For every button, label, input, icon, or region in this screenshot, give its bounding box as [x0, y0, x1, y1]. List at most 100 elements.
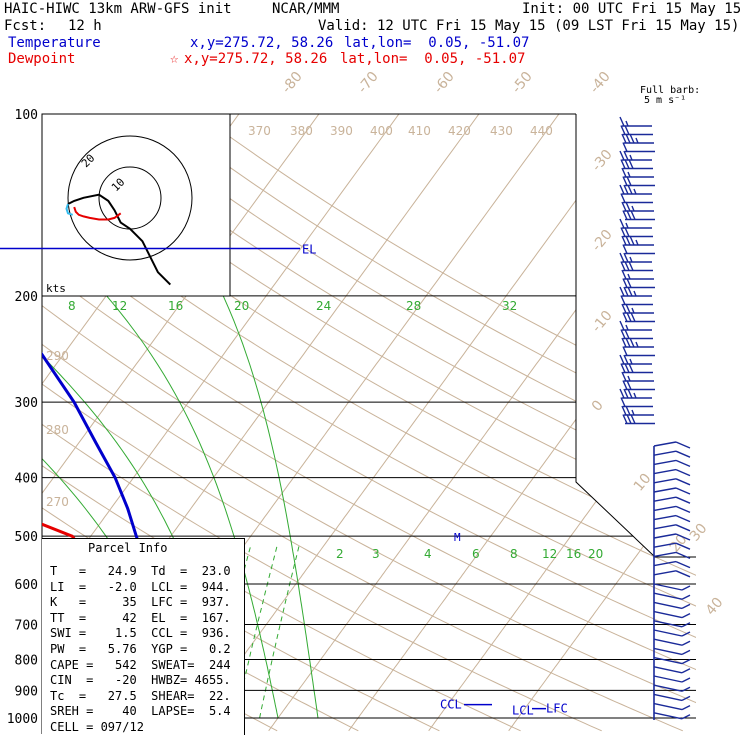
wind-barb: [621, 303, 654, 314]
pressure-tick-label: 400: [15, 472, 38, 487]
pressure-tick-label: 300: [15, 396, 38, 411]
model-title: HAIC-HIWC 13km ARW-GFS init: [4, 1, 232, 17]
barb-flag: [626, 312, 632, 322]
wind-barb: [653, 620, 691, 628]
fcst-hour: 12 h: [68, 18, 102, 34]
hodograph-box: [41, 113, 231, 297]
barb-staff: [653, 487, 677, 493]
dry-adiabat-label: 380: [290, 124, 313, 138]
barb-flag: [681, 695, 691, 702]
dewpoint-legend: Dewpoint: [8, 51, 76, 67]
barb-flag: [625, 303, 631, 314]
parcel-info-row: CIN = -20 HWBZ= 4655.: [50, 673, 231, 688]
barb-flag: [681, 631, 691, 637]
wind-barbs: [619, 116, 691, 720]
barb-flag: [681, 603, 691, 610]
dry-adiabat-line: [198, 114, 696, 732]
barb-flag: [622, 414, 628, 424]
wind-barb: [622, 244, 655, 255]
mixing-ratio-label: 2: [336, 547, 344, 561]
barb-staff: [653, 592, 683, 600]
barb-flag: [623, 252, 629, 263]
barb-flag: [620, 363, 626, 373]
barb-half: [625, 222, 629, 229]
barb-key-value: 5 m s⁻¹: [644, 95, 687, 106]
barb-flag: [630, 210, 636, 220]
barb-staff: [653, 601, 683, 610]
mixing-ratio-label: 6: [472, 547, 480, 561]
barb-flag: [628, 261, 634, 271]
parcel-info-row: SREH = 40 LAPSE= 5.4: [50, 704, 231, 719]
wind-barb: [653, 712, 691, 720]
barb-flag: [619, 116, 625, 127]
wind-barb: [653, 505, 691, 514]
isotherm-label: 30: [687, 521, 711, 545]
barb-flag: [620, 125, 626, 135]
mixing-ratio-label: 28: [406, 299, 421, 313]
dry-adiabat-label: 410: [408, 124, 431, 138]
barb-staff: [653, 693, 683, 702]
wind-barb: [653, 702, 691, 711]
barb-flag: [620, 159, 626, 169]
wind-barb: [621, 201, 654, 212]
barb-flag: [675, 441, 691, 449]
barb-flag: [624, 227, 630, 237]
dry-adiabat-line: [156, 114, 696, 732]
barb-flag: [629, 337, 635, 348]
isotherm-line: [428, 114, 696, 732]
parcel-info-row: CELL = 097/12: [50, 720, 144, 734]
barb-half: [627, 375, 631, 382]
barb-flag: [621, 405, 627, 416]
mixing-ratio-label: 12: [542, 547, 557, 561]
barb-staff: [653, 560, 677, 567]
barb-flag: [625, 405, 631, 416]
barb-flag: [681, 585, 691, 591]
dry-adiabat-label: 440: [530, 124, 553, 138]
barb-flag: [675, 487, 691, 495]
barb-flag: [675, 533, 691, 541]
dry-adiabat-label: 420: [448, 124, 471, 138]
barb-half: [633, 290, 637, 297]
mixing-ratio-label: 20: [588, 547, 603, 561]
barb-flag: [621, 235, 627, 246]
barb-flag: [623, 286, 629, 297]
barb-flag: [622, 346, 628, 356]
barb-flag: [626, 380, 632, 390]
wind-barb: [653, 693, 691, 702]
barb-half: [627, 171, 631, 178]
mixing-ratio-label: 32: [502, 299, 517, 313]
hodograph-low-trace: [73, 206, 122, 221]
wind-barb: [622, 142, 655, 153]
wind-barb: [653, 478, 691, 486]
barb-staff: [653, 441, 677, 447]
isotherm-line: [42, 114, 250, 732]
wind-barb: [653, 638, 691, 646]
barb-key-title: Full barb:: [640, 85, 701, 96]
barb-half: [627, 273, 631, 280]
wind-barb: [622, 176, 655, 187]
barb-flag: [619, 252, 625, 263]
barb-flag: [619, 388, 625, 399]
barb-flag: [623, 184, 629, 195]
barb-half: [633, 188, 637, 195]
dry-adiabat-label: 290: [46, 349, 69, 363]
barb-flag: [621, 133, 627, 144]
barb-staff: [653, 684, 683, 692]
barb-staff: [653, 478, 677, 484]
barb-staff: [653, 468, 677, 475]
hodograph-units: kts: [46, 282, 66, 295]
isotherm-line: [268, 114, 696, 732]
lcl-label: LCL: [512, 704, 534, 718]
wind-barb: [653, 551, 691, 560]
barb-staff: [653, 656, 683, 665]
barb-flag: [629, 133, 635, 144]
barb-flag: [675, 542, 691, 550]
barb-flag: [627, 286, 633, 297]
wind-barb: [620, 261, 653, 272]
barb-flag: [626, 176, 632, 186]
dry-adiabat-label: 430: [490, 124, 513, 138]
parcel-info-row: Tc = 27.5 SHEAR= 22.: [50, 688, 231, 703]
wind-barb: [622, 346, 655, 357]
wind-barb: [621, 167, 654, 178]
pressure-tick-label: 500: [15, 530, 38, 545]
